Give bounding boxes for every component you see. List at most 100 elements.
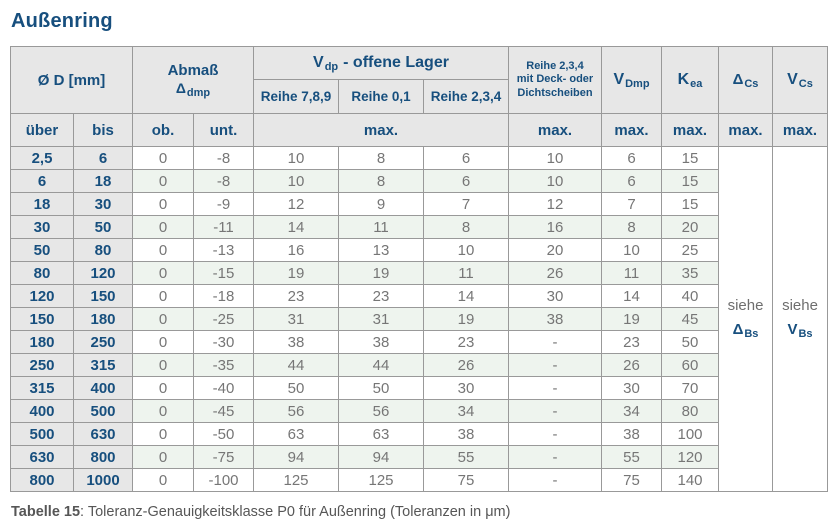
ueber-value: 800 [10,468,74,492]
reihe789-value: 50 [253,376,339,400]
reihe234-value: 26 [423,353,509,377]
header-kea: Kea [661,46,719,114]
table-row: 2,5 6 0 -8 10 8 6 10 6 15 siehe ΔBs siehe VBs [10,146,828,492]
dichtscheiben-value: - [508,330,602,354]
unt-value: -8 [193,146,254,170]
vdmp-value: 75 [601,468,662,492]
ob-value: 0 [132,422,194,446]
bis-value: 150 [73,284,133,308]
reihe234-value: 8 [423,215,509,239]
kea-value: 60 [661,353,719,377]
bis-value: 1000 [73,468,133,492]
dichtscheiben-value: 26 [508,261,602,285]
bis-value: 180 [73,307,133,331]
unt-value: -40 [193,376,254,400]
kea-value: 70 [661,376,719,400]
reihe234-value: 38 [423,422,509,446]
table-row: 500 630 0 -50 63 63 38-38 100 [10,422,828,446]
vdmp-value: 19 [601,307,662,331]
vdmp-value: 26 [601,353,662,377]
table-row: 400 500 0 -45 56 56 34-34 80 [10,399,828,423]
unt-value: -50 [193,422,254,446]
ob-value: 0 [132,261,194,285]
vdmp-value: 7 [601,192,662,216]
reihe789-value: 44 [253,353,339,377]
reihe789-value: 14 [253,215,339,239]
ob-value: 0 [132,146,194,170]
unt-value: -18 [193,284,254,308]
vdmp-value: 8 [601,215,662,239]
ob-value: 0 [132,238,194,262]
reihe01-value: 9 [338,192,424,216]
reihe01-value: 50 [338,376,424,400]
reihe789-value: 125 [253,468,339,492]
reihe789-value: 63 [253,422,339,446]
table-row: 250 315 0 -35 44 44 26-26 60 [10,353,828,377]
reihe789-value: 10 [253,146,339,170]
vdmp-value: 34 [601,399,662,423]
kea-value: 35 [661,261,719,285]
page-title: Außenring [11,10,113,32]
vdmp-value: 38 [601,422,662,446]
kea-value: 25 [661,238,719,262]
dichtscheiben-value: 20 [508,238,602,262]
reihe01-value: 8 [338,169,424,193]
siehe-delta-bs-cell: siehe ΔBs [718,146,773,492]
ueber-value: 630 [10,445,74,469]
kea-value: 15 [661,169,719,193]
unt-value: -11 [193,215,254,239]
header-unt: unt. [193,113,254,147]
header-delta-cs: ΔCs [718,46,773,114]
table-row: 6 18 0 -8 10 8 6 10 6 15 [10,169,828,193]
header-vdmp: VDmp [601,46,662,114]
table-row: 18 30 0 -9 12 9 7 12 7 15 [10,192,828,216]
bis-value: 500 [73,399,133,423]
vdmp-value: 30 [601,376,662,400]
table-row: 180 250 0 -30 38 38 23-23 50 [10,330,828,354]
dichtscheiben-value: - [508,445,602,469]
kea-value: 40 [661,284,719,308]
reihe789-value: 10 [253,169,339,193]
vdmp-value: 6 [601,146,662,170]
reihe01-value: 31 [338,307,424,331]
dichtscheiben-value: 38 [508,307,602,331]
dichtscheiben-value: - [508,399,602,423]
caption-label: Tabelle 15 [11,504,81,520]
dichtscheiben-value: 10 [508,146,602,170]
ueber-value: 315 [10,376,74,400]
bis-value: 250 [73,330,133,354]
ueber-value: 2,5 [10,146,74,170]
kea-value: 45 [661,307,719,331]
vdmp-value: 23 [601,330,662,354]
reihe789-value: 12 [253,192,339,216]
reihe789-value: 31 [253,307,339,331]
ob-value: 0 [132,376,194,400]
reihe789-value: 38 [253,330,339,354]
table-header: Ø D [mm] Abmaß Δdmp Vdp - offene Lager Re… [10,46,828,147]
header-abmass-symbol: Δdmp [175,79,211,99]
unt-value: -100 [193,468,254,492]
caption-text: : Toleranz-Genauigkeitsklasse P0 für Auß… [80,504,511,520]
unt-value: -45 [193,399,254,423]
reihe234-value: 34 [423,399,509,423]
kea-value: 50 [661,330,719,354]
bis-value: 6 [73,146,133,170]
reihe01-value: 11 [338,215,424,239]
ob-value: 0 [132,330,194,354]
header-abmass-line1: Abmaß [167,61,219,79]
dichtscheiben-value: - [508,422,602,446]
ob-value: 0 [132,192,194,216]
bis-value: 18 [73,169,133,193]
dichtscheiben-value: 16 [508,215,602,239]
ob-value: 0 [132,284,194,308]
reihe234-value: 23 [423,330,509,354]
unt-value: -30 [193,330,254,354]
bis-value: 80 [73,238,133,262]
reihe234-value: 7 [423,192,509,216]
ob-value: 0 [132,307,194,331]
ueber-value: 500 [10,422,74,446]
reihe01-value: 63 [338,422,424,446]
reihe234-value: 19 [423,307,509,331]
ob-value: 0 [132,399,194,423]
reihe234-value: 30 [423,376,509,400]
